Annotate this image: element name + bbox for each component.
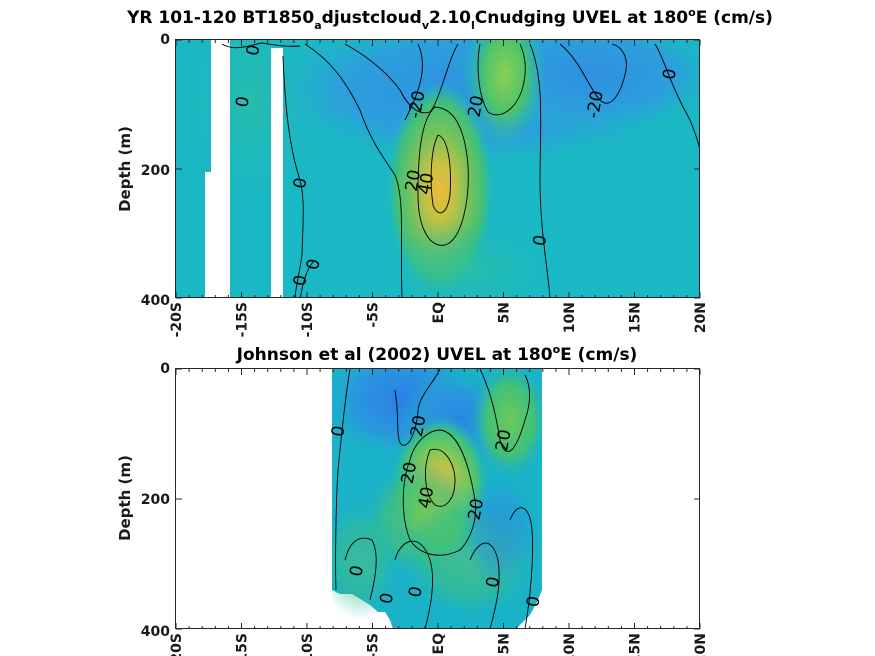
bottom-contour-label: 0 xyxy=(405,585,427,599)
bottom-contour-label: 0 xyxy=(376,591,398,605)
top-ytick-0: 0 xyxy=(160,32,170,48)
top-heatmap-field xyxy=(176,40,700,298)
top-title: YR 101-120 BT1850adjustcloudv2.10lCnudgi… xyxy=(126,6,773,32)
bottom-title: Johnson et al (2002) UVEL at 180oE (cm/s… xyxy=(236,343,638,365)
bottom-contour-label: 20 xyxy=(407,414,430,439)
top-x-tick-labels: -20S -15S -10S -5S EQ 5N 10N 15N 20N xyxy=(169,302,709,337)
bottom-ytick-0: 0 xyxy=(160,361,170,377)
top-contour-label: 40 xyxy=(415,171,438,196)
bottom-ylabel: Depth (m) xyxy=(116,455,134,541)
bottom-contour-label: 20 xyxy=(465,497,488,522)
top-contour-label: 0 xyxy=(659,67,681,81)
bottom-tick-marks xyxy=(175,368,701,630)
top-contour-label: 0 xyxy=(530,233,552,247)
top-gap-1 xyxy=(205,172,230,298)
top-ytick-200: 200 xyxy=(141,163,170,179)
top-contour-label: 0 xyxy=(303,257,325,271)
bottom-ytick-200: 200 xyxy=(141,492,170,508)
bottom-contour-label: 0 xyxy=(523,595,545,609)
top-contour-label: 20 xyxy=(465,94,488,119)
top-contour-label: 0 xyxy=(232,95,254,109)
bottom-contour-label: 40 xyxy=(415,485,438,510)
bottom-xtick-label: EQ xyxy=(431,633,447,655)
top-xtick-label: EQ xyxy=(431,302,447,324)
top-gap-1-upper xyxy=(211,40,230,172)
top-tick-marks xyxy=(175,39,701,299)
bottom-xtick-label: 15N xyxy=(628,633,644,656)
bottom-ytick-400: 400 xyxy=(141,624,170,640)
top-contour-label: -20 xyxy=(583,89,608,120)
top-contour-label: -20 xyxy=(405,89,430,120)
top-xtick-label: -20S xyxy=(169,302,185,337)
top-ylabel: Depth (m) xyxy=(116,126,134,212)
top-xtick-label: 10N xyxy=(562,302,578,333)
top-gap-2 xyxy=(271,48,283,298)
bottom-xtick-label: 5N xyxy=(497,633,513,654)
top-xtick-label: -10S xyxy=(300,302,316,337)
top-xtick-label: -15S xyxy=(235,302,251,337)
bottom-xtick-label: 10N xyxy=(562,633,578,656)
bottom-contour-label: 20 xyxy=(398,461,421,486)
bottom-xtick-label: -10S xyxy=(300,633,316,656)
top-contour-label: 20 xyxy=(402,168,425,193)
bottom-heatmap-field xyxy=(332,369,542,629)
top-xtick-label: -5S xyxy=(366,302,382,328)
top-ytick-400: 400 xyxy=(141,293,170,309)
bottom-contour-label: 0 xyxy=(346,564,368,578)
bottom-contour-label: 0 xyxy=(328,424,350,438)
top-contour-label: 0 xyxy=(243,43,265,57)
top-xtick-label: 15N xyxy=(628,302,644,333)
top-contour-label: 0 xyxy=(290,273,312,287)
bottom-xtick-label: -20S xyxy=(169,633,185,656)
bottom-contour-label: 0 xyxy=(483,575,505,589)
top-contours xyxy=(221,42,700,298)
bottom-contour-label: 20 xyxy=(492,428,515,453)
bottom-x-tick-labels: -20S -15S -10S -5S EQ 5N 10N 15N 20N xyxy=(169,633,709,656)
bottom-contours xyxy=(335,369,533,629)
top-contour-label: 0 xyxy=(290,176,312,190)
bottom-xtick-label: -15S xyxy=(235,633,251,656)
top-xtick-label: 5N xyxy=(497,302,513,323)
bottom-xtick-label: -5S xyxy=(366,633,382,656)
bottom-xtick-label: 20N xyxy=(693,633,709,656)
top-xtick-label: 20N xyxy=(693,302,709,333)
